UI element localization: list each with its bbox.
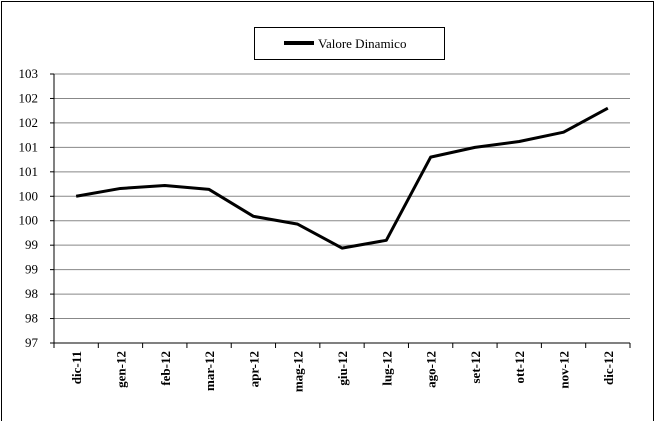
y-tick-label: 103	[19, 66, 39, 81]
x-tick-label: ott-12	[512, 351, 527, 384]
legend-label: Valore Dinamico	[318, 36, 406, 51]
y-tick-label: 97	[25, 335, 39, 350]
x-tick-label: gen-12	[113, 351, 128, 388]
x-tick-label: dic-12	[601, 351, 616, 385]
x-tick-label: lug-12	[379, 351, 394, 386]
y-tick-label: 102	[19, 90, 39, 105]
x-tick-label: mag-12	[291, 351, 306, 392]
x-tick-label: nov-12	[557, 351, 572, 389]
y-tick-label: 99	[25, 237, 38, 252]
x-tick-label: dic-11	[69, 351, 84, 384]
x-tick-label: apr-12	[246, 351, 261, 387]
y-tick-label: 101	[19, 139, 39, 154]
legend-box	[254, 27, 445, 60]
x-tick-label: mar-12	[202, 351, 217, 391]
x-tick-label: feb-12	[158, 351, 173, 386]
x-tick-label: ago-12	[424, 351, 439, 388]
y-tick-label: 100	[19, 188, 39, 203]
y-tick-label: 102	[19, 115, 39, 130]
y-tick-label: 98	[25, 286, 38, 301]
y-tick-label: 101	[19, 164, 39, 179]
y-tick-label: 100	[19, 213, 39, 228]
x-tick-label: giu-12	[335, 351, 350, 386]
y-tick-label: 98	[25, 311, 38, 326]
y-tick-label: 99	[25, 262, 38, 277]
x-tick-label: set-12	[468, 351, 483, 384]
data-line	[75, 106, 609, 250]
